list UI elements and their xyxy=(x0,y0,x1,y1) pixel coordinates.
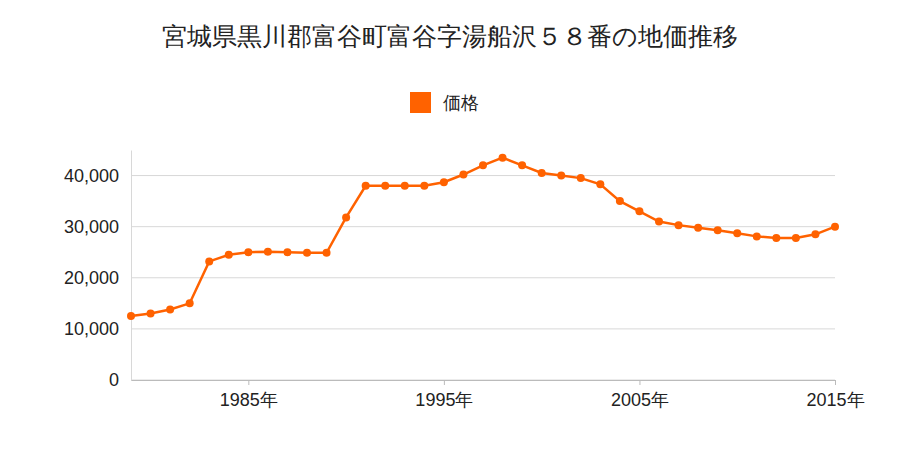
y-tick: 0 xyxy=(109,370,131,390)
point xyxy=(772,234,780,242)
series-line xyxy=(131,158,835,316)
marks xyxy=(127,154,839,320)
y-tick-label: 20,000 xyxy=(64,268,119,288)
point xyxy=(440,178,448,186)
point xyxy=(401,182,409,190)
y-tick-label: 30,000 xyxy=(64,217,119,237)
point xyxy=(792,234,800,242)
grid xyxy=(131,176,835,380)
x-tick-mark xyxy=(248,380,249,385)
point xyxy=(714,226,722,234)
point xyxy=(362,182,370,190)
point xyxy=(577,174,585,182)
y-tick: 10,000 xyxy=(64,319,131,339)
x-tick-label: 2005年 xyxy=(611,390,669,410)
y-tick: 20,000 xyxy=(64,268,131,288)
point xyxy=(342,213,350,221)
legend: 価格 xyxy=(410,92,479,113)
legend-label: 価格 xyxy=(443,92,479,113)
point xyxy=(459,171,467,179)
x-tick: 1995年 xyxy=(415,380,473,410)
grid-line xyxy=(131,328,835,329)
point xyxy=(283,248,291,256)
point xyxy=(479,161,487,169)
y-axis-line xyxy=(131,151,132,381)
grid-line xyxy=(131,175,835,176)
grid-line xyxy=(131,226,835,227)
point xyxy=(323,249,331,257)
y-tick-label: 10,000 xyxy=(64,319,119,339)
point xyxy=(381,182,389,190)
point xyxy=(753,232,761,240)
x-axis: 1985年 1995年 2005年 2015年 xyxy=(132,380,865,410)
point xyxy=(616,197,624,205)
point xyxy=(655,218,663,226)
x-tick-label: 1985年 xyxy=(220,390,278,410)
point xyxy=(811,230,819,238)
y-tick-label: 0 xyxy=(109,370,119,390)
point xyxy=(538,169,546,177)
x-tick-mark xyxy=(444,380,445,385)
grid-line xyxy=(131,380,835,381)
x-tick-mark xyxy=(639,380,640,385)
chart: 宮城県黒川郡富谷町富谷字湯船沢５８番の地価推移 0 10,000 20,000 30,0… xyxy=(0,0,900,450)
x-tick-mark xyxy=(835,380,836,385)
point xyxy=(303,249,311,257)
point xyxy=(127,312,135,320)
grid-line xyxy=(131,277,835,278)
point xyxy=(831,223,839,231)
plot: 0 10,000 20,000 30,000 40,000 1985年 1995年 2005年… xyxy=(64,151,865,410)
y-tick: 40,000 xyxy=(64,166,131,186)
point xyxy=(205,257,213,265)
point xyxy=(420,182,428,190)
point xyxy=(244,248,252,256)
y-tick-label: 40,000 xyxy=(64,166,119,186)
y-axis: 0 10,000 20,000 30,000 40,000 xyxy=(64,151,132,391)
x-tick-label: 2015年 xyxy=(806,390,864,410)
x-tick: 2005年 xyxy=(611,380,669,410)
point xyxy=(264,248,272,256)
point xyxy=(635,207,643,215)
title: 宮城県黒川郡富谷町富谷字湯船沢５８番の地価推移 xyxy=(162,22,738,51)
point xyxy=(225,251,233,259)
point xyxy=(186,299,194,307)
x-tick-label: 1995年 xyxy=(415,390,473,410)
point xyxy=(694,224,702,232)
legend-swatch xyxy=(410,92,431,113)
point xyxy=(166,305,174,313)
point xyxy=(675,221,683,229)
x-tick: 2015年 xyxy=(806,380,864,410)
x-axis-line xyxy=(132,380,836,381)
point xyxy=(147,310,155,318)
point xyxy=(518,161,526,169)
x-tick: 1985年 xyxy=(220,380,278,410)
y-tick: 30,000 xyxy=(64,217,131,237)
point xyxy=(499,154,507,162)
point xyxy=(733,229,741,237)
point xyxy=(557,172,565,180)
point xyxy=(596,180,604,188)
